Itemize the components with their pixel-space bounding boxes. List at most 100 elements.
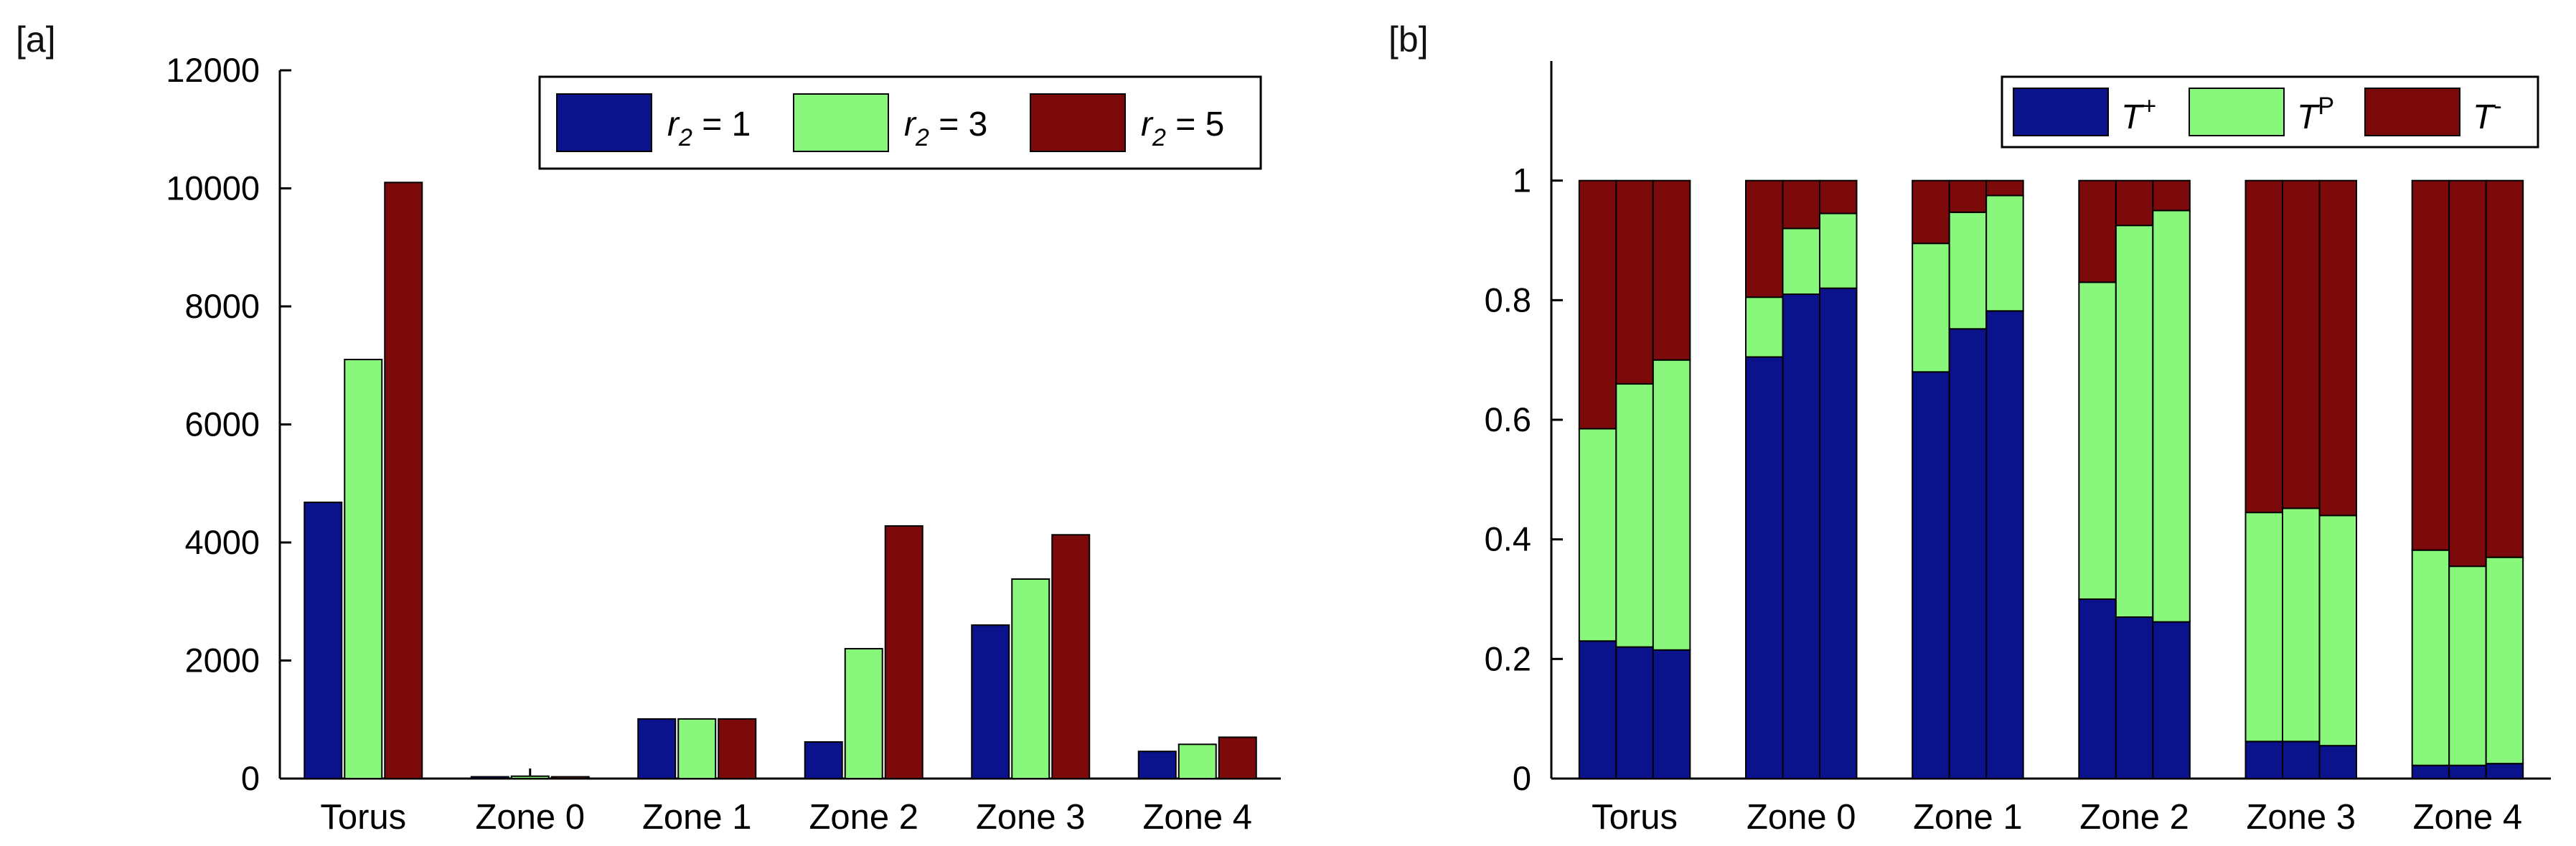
legend-swatch-a [1030, 93, 1126, 152]
stacked-segment-b [2485, 179, 2524, 558]
bar-a [1177, 743, 1217, 780]
legend-label-b: T- [2473, 93, 2502, 136]
y-tick-label-b: 0.2 [1485, 639, 1531, 677]
stacked-segment-b [1745, 296, 1784, 358]
legend-swatch-a [793, 93, 889, 152]
stacked-segment-b [2318, 745, 2357, 779]
legend-a [538, 75, 1262, 170]
stacked-segment-b [1782, 293, 1820, 779]
category-label-a: Zone 1 [642, 798, 752, 837]
stacked-segment-b [1819, 179, 1858, 215]
category-label-a: Zone 3 [976, 798, 1086, 837]
stacked-segment-b [1912, 179, 1950, 245]
bar-a [844, 648, 883, 779]
category-label-a: Zone 0 [475, 798, 585, 837]
y-tick-label-a: 4000 [184, 523, 260, 561]
panel-a-label: [a] [16, 19, 56, 60]
y-tick-label-a: 10000 [166, 169, 260, 207]
stacked-segment-b [1745, 356, 1784, 779]
stacked-segment-b [2411, 549, 2450, 766]
legend-swatch-b [2013, 88, 2109, 136]
stacked-segment-b [2485, 556, 2524, 765]
category-label-b: Zone 3 [2246, 798, 2356, 837]
stacked-segment-b [1578, 640, 1617, 779]
stacked-segment-b [2448, 179, 2487, 568]
y-tick-label-a: 8000 [184, 287, 260, 325]
stacked-segment-b [1652, 649, 1691, 779]
stacked-segment-b [1745, 179, 1784, 299]
y-tick-label-a: 6000 [184, 405, 260, 443]
bar-a [344, 359, 383, 779]
y-tick-label-b: 0 [1513, 759, 1531, 797]
legend-label-a: r2 = 1 [667, 105, 751, 151]
stacked-segment-b [1948, 211, 1988, 330]
stacked-segment-b [1578, 428, 1617, 642]
category-label-b: Torus [1592, 798, 1678, 837]
y-tick-label-b: 0.8 [1485, 281, 1531, 319]
stacked-segment-b [1985, 179, 2024, 197]
category-label-a: Torus [320, 798, 406, 837]
bar-a [1051, 534, 1091, 779]
bar-a [470, 776, 509, 779]
stacked-segment-b [2318, 179, 2357, 517]
stacked-segment-b [2485, 763, 2524, 779]
stacked-segment-b [1819, 287, 1858, 779]
legend-label-a: r2 = 3 [904, 105, 987, 151]
stacked-segment-b [1782, 179, 1820, 230]
stacked-segment-b [1948, 179, 1988, 213]
legend-swatch-a [556, 93, 652, 152]
y-tick-label-a: 0 [241, 759, 260, 797]
category-label-b: Zone 1 [1913, 798, 2023, 837]
stacked-segment-b [2078, 179, 2117, 283]
stacked-segment-b [2244, 512, 2283, 743]
category-label-b: Zone 4 [2413, 798, 2523, 837]
bar-a [510, 775, 550, 779]
stacked-segment-b [2152, 621, 2191, 780]
legend-swatch-b [2189, 88, 2285, 136]
bar-a [304, 502, 343, 779]
stacked-segment-b [1615, 646, 1654, 780]
stacked-segment-b [1985, 310, 2024, 780]
stacked-segment-b [1578, 179, 1617, 430]
stacked-segment-b [2282, 741, 2321, 780]
bar-a [637, 718, 677, 779]
category-label-b: Zone 2 [2079, 798, 2189, 837]
stacked-segment-b [2078, 598, 2117, 779]
stacked-segment-b [2318, 514, 2357, 747]
category-label-a: Zone 4 [1142, 798, 1252, 837]
category-label-a: Zone 2 [809, 798, 918, 837]
category-label-b: Zone 0 [1747, 798, 1856, 837]
stacked-segment-b [2115, 616, 2154, 779]
stacked-segment-b [1615, 383, 1654, 648]
bar-a [384, 182, 423, 779]
stacked-segment-b [2448, 565, 2487, 766]
bar-a [1011, 578, 1050, 779]
chart-a: 0 2000 4000 6000 8000 10000 12000 Torus Zone 0 Zo… [166, 51, 1281, 837]
stacked-segment-b [1912, 371, 1950, 779]
bar-a [677, 718, 717, 779]
stacked-segment-b [2152, 210, 2191, 623]
stacked-segment-b [2115, 179, 2154, 227]
y-tick-label-b: 0.4 [1485, 520, 1531, 558]
stacked-segment-b [2244, 179, 2283, 514]
stacked-segment-b [2411, 764, 2450, 779]
stacked-segment-b [1985, 194, 2024, 312]
stacked-segment-b [1782, 227, 1820, 296]
bar-a [1218, 736, 1257, 780]
stacked-segment-b [2078, 281, 2117, 600]
stacked-segment-b [1615, 179, 1654, 385]
bar-a [550, 776, 590, 779]
bar-a [718, 718, 757, 779]
stacked-segment-b [1819, 212, 1858, 289]
stacked-segment-b [2152, 179, 2191, 212]
stacked-segment-b [2244, 741, 2283, 780]
bar-a [1137, 751, 1177, 780]
stacked-segment-b [2282, 179, 2321, 509]
legend-label-b: TP [2297, 93, 2334, 136]
bar-a [971, 624, 1010, 780]
y-tick-label-b: 0.6 [1485, 400, 1531, 438]
legend-swatch-b [2364, 88, 2460, 136]
stacked-segment-b [1652, 359, 1691, 651]
y-tick-label-b: 1 [1513, 161, 1531, 199]
